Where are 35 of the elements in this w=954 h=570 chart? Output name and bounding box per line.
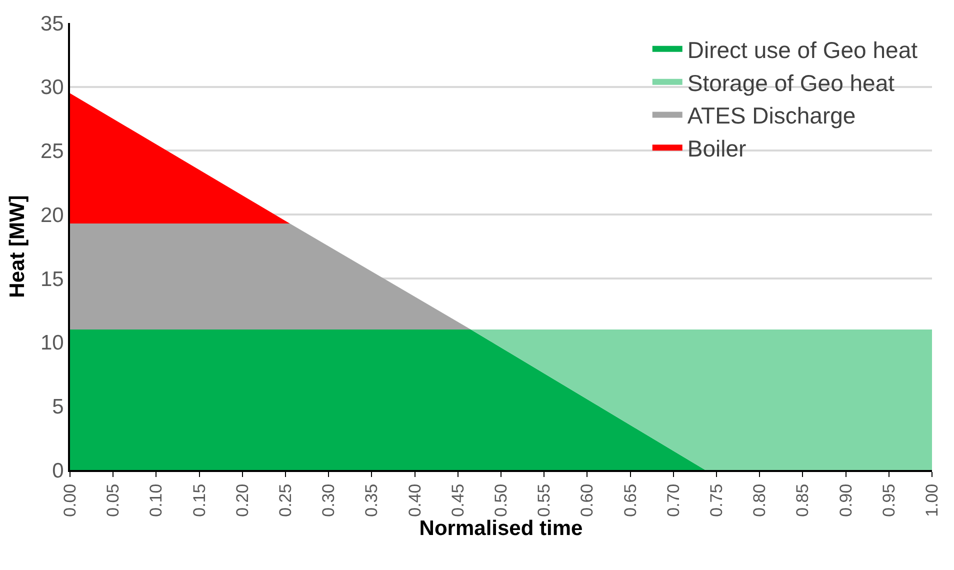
y-tick-label: 35 [40,12,64,36]
legend-label: Boiler [687,136,747,162]
x-tick-label: 0.40 [405,484,424,517]
x-tick-label: 0.30 [319,484,338,517]
y-tick-label: 5 [52,395,64,418]
x-tick-label: 1.00 [922,484,942,517]
legend-label: ATES Discharge [687,102,856,129]
y-tick-label: 15 [40,268,64,291]
x-tick-label: 0.65 [620,484,640,517]
y-tick-label: 25 [40,140,64,164]
x-tick-label: 0.00 [60,484,80,517]
x-tick-label: 0.95 [879,484,898,517]
y-tick-label: 0 [52,459,64,482]
x-axis-title: Normalised time [419,516,583,540]
x-tick-label: 0.85 [793,484,812,517]
x-tick-label: 0.15 [190,484,209,517]
x-tick-label: 0.70 [664,484,683,517]
x-tick-label: 0.75 [707,484,726,517]
x-tick-label: 0.20 [232,484,252,517]
y-tick-label: 20 [40,204,64,227]
x-tick-label: 0.80 [750,484,770,517]
x-tick-label: 0.10 [146,484,166,517]
legend-label: Storage of Geo heat [687,70,896,96]
legend-label: Direct use of Geo heat [687,36,918,63]
x-tick-label: 0.35 [362,484,382,517]
x-tick-label: 0.45 [448,484,468,517]
y-axis-title: Heat [MW] [6,195,30,298]
x-tick-label: 0.60 [578,484,597,517]
y-tick-label: 30 [40,76,64,100]
x-tick-label: 0.90 [836,484,856,517]
x-tick-label: 0.55 [534,484,554,517]
x-tick-label: 0.25 [276,484,296,517]
x-tick-label: 0.50 [492,484,511,517]
y-tick-label: 10 [40,332,64,355]
x-tick-label: 0.05 [104,484,123,517]
